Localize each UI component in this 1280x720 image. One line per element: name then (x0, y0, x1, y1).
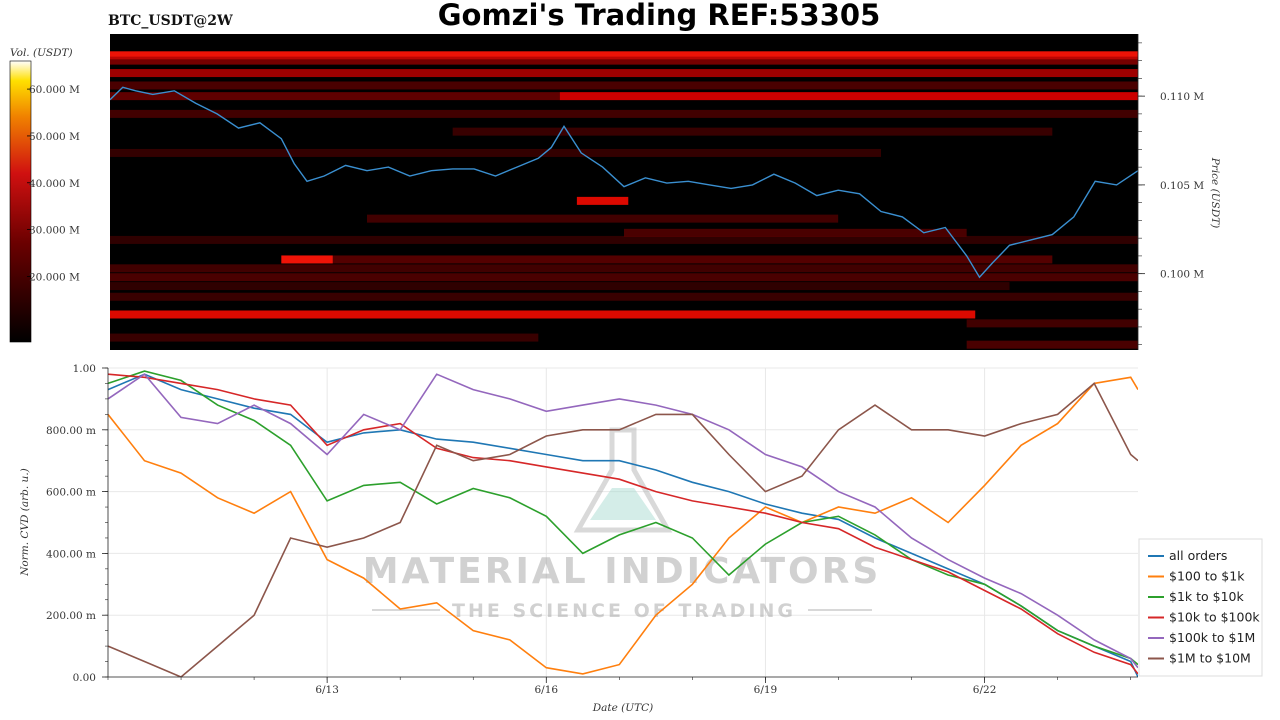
cvd-y-tick-label: 400.00 m (46, 548, 96, 560)
pair-label: BTC_USDT@2W (108, 13, 233, 29)
cvd-line--100k-to-1m (108, 373, 1138, 669)
cvd-y-tick-label: 200.00 m (46, 610, 96, 622)
watermark: MATERIAL INDICATORS THE SCIENCE OF TRADI… (363, 427, 882, 622)
liquidity-band (110, 81, 1138, 90)
chart-title: Gomzi's Trading REF:53305 (438, 0, 881, 32)
cvd-x-tick-label: 6/13 (315, 684, 339, 696)
price-axis-ticks: 0.100 M 0.105 M 0.110 M (1138, 42, 1204, 345)
liquidity-band (110, 310, 976, 319)
colorbar (9, 60, 32, 343)
legend-label: all orders (1169, 548, 1227, 563)
liquidity-band (110, 56, 1138, 65)
liquidity-band (559, 92, 1138, 101)
cvd-plot-area (108, 368, 1138, 677)
cvd-series (108, 370, 1138, 677)
liquidity-band (110, 273, 1138, 282)
colorbar-ticks: 20.000 M 30.000 M 40.000 M 50.000 M 60.000 M (27, 84, 80, 283)
liquidity-band (110, 282, 1010, 291)
cvd-x-ticks: 6/13 6/16 6/19 6/22 (107, 677, 1131, 696)
colorbar-tick-label: 30.000 M (29, 225, 80, 237)
liquidity-bands (110, 51, 1138, 349)
price-axis-label: Price (USDT) (1209, 157, 1221, 229)
colorbar-tick-label: 40.000 M (29, 178, 80, 190)
legend-label: $100k to $1M (1169, 630, 1255, 645)
liquidity-band (110, 69, 1138, 78)
legend-label: $1M to $10M (1169, 651, 1251, 666)
heatmap-background (110, 34, 1138, 350)
colorbar-tick-label: 50.000 M (29, 131, 80, 143)
liquidity-band (281, 255, 333, 264)
flask-icon (573, 427, 673, 533)
cvd-y-tick-label: 800.00 m (46, 425, 96, 437)
cvd-x-tick-label: 6/22 (973, 684, 997, 696)
watermark-title: MATERIAL INDICATORS (363, 551, 882, 592)
liquidity-band (281, 255, 1053, 264)
liquidity-band (966, 340, 1138, 349)
price-line (110, 86, 1138, 279)
colorbar-tick-label: 60.000 M (29, 84, 80, 96)
colorbar-label: Vol. (USDT) (10, 47, 73, 59)
liquidity-band (367, 214, 839, 223)
legend-label: $10k to $100k (1169, 610, 1260, 625)
watermark-subtitle: THE SCIENCE OF TRADING (452, 600, 796, 622)
liquidity-band (452, 127, 1053, 136)
legend-label: $100 to $1k (1169, 569, 1245, 584)
cvd-y-tick-label: 0.00 (73, 672, 96, 684)
liquidity-band (110, 292, 1138, 301)
cvd-x-tick-label: 6/16 (535, 684, 559, 696)
cvd-y-ticks: 0.00 200.00 m 400.00 m 600.00 m 800.00 m 1.00 (46, 363, 108, 684)
liquidity-band (110, 148, 881, 157)
legend (1138, 538, 1263, 677)
flask-liquid-icon (590, 488, 656, 520)
colorbar-tick-label: 20.000 M (29, 271, 80, 283)
liquidity-band (110, 333, 539, 342)
legend-label: $1k to $10k (1169, 589, 1244, 604)
cvd-x-tick-label: 6/19 (754, 684, 778, 696)
price-tick-label: 0.110 M (1160, 91, 1204, 103)
cvd-line--100-to-1k (108, 376, 1138, 675)
cvd-x-axis-label: Date (UTC) (592, 702, 654, 714)
cvd-y-tick-label: 1.00 (73, 363, 96, 375)
liquidity-band (110, 51, 1138, 60)
cvd-line--10k-to-100k (108, 373, 1138, 675)
cvd-y-tick-label: 600.00 m (46, 487, 96, 499)
liquidity-band (110, 92, 560, 101)
cvd-y-axis-label: Norm. CVD (arb. u.) (19, 468, 31, 577)
price-tick-label: 0.100 M (1160, 269, 1204, 281)
liquidity-band (110, 235, 1138, 244)
cvd-line--1m-to-10m (108, 382, 1138, 677)
liquidity-band (110, 264, 1138, 273)
liquidity-band (966, 319, 1138, 328)
liquidity-band (110, 109, 1138, 118)
price-tick-label: 0.105 M (1160, 180, 1204, 192)
liquidity-band (624, 228, 967, 237)
cvd-line--1k-to-10k (108, 370, 1138, 666)
legend-items: all orders $100 to $1k $1k to $10k $10k to … (1148, 548, 1260, 666)
liquidity-band (576, 196, 629, 205)
